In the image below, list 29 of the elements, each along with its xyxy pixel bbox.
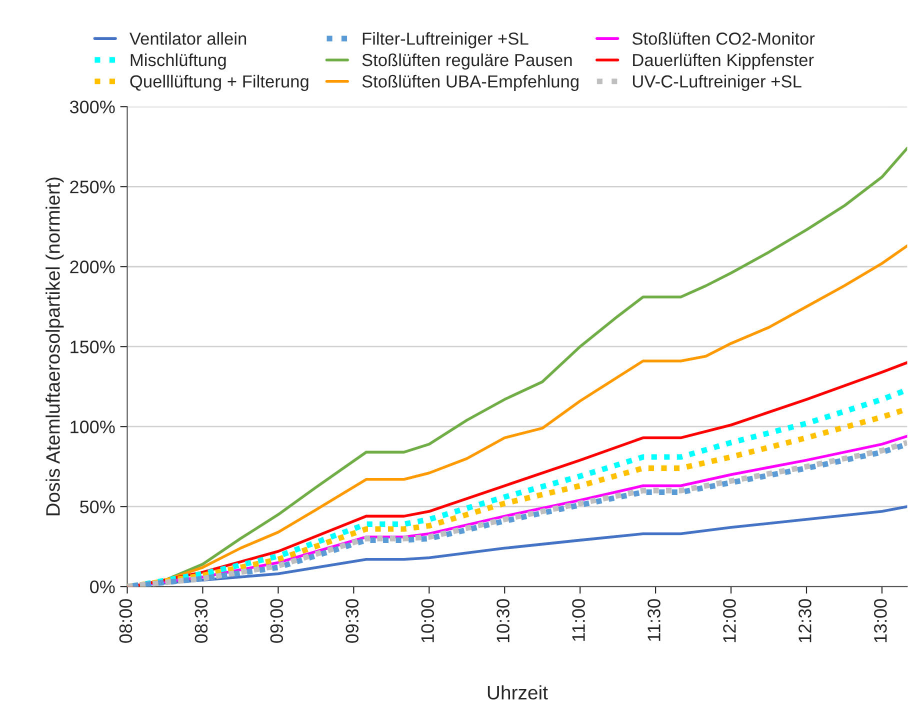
y-tick-label: 250% bbox=[70, 180, 115, 194]
legend-label: UV-C-Luftreiniger +SL bbox=[632, 74, 802, 92]
legend-label: Stoßlüften reguläre Pausen bbox=[362, 53, 572, 70]
legend-label: Mischlüftung bbox=[130, 53, 226, 70]
x-tick-label: 11:30 bbox=[648, 599, 660, 641]
x-tick-label: 10:30 bbox=[496, 599, 510, 642]
legend-label: Stoßlüften CO2-Monitor bbox=[632, 32, 815, 45]
x-tick-label: 09:00 bbox=[270, 599, 284, 643]
y-tick-label: 50% bbox=[80, 500, 115, 514]
x-tick-label: 12:00 bbox=[723, 599, 736, 642]
x-tick-label: 08:30 bbox=[194, 599, 208, 643]
x-tick-label: 13:00 bbox=[874, 599, 887, 642]
y-tick-label: 300% bbox=[70, 100, 115, 114]
x-tick-label: 11:00 bbox=[572, 599, 585, 641]
y-tick-label: 200% bbox=[70, 260, 115, 274]
legend-label: Stoßlüften UBA-Empfehlung bbox=[362, 74, 578, 92]
x-tick-label: 10:00 bbox=[421, 599, 434, 642]
x-tick-label: 09:30 bbox=[346, 599, 359, 643]
x-axis-title: Uhrzeit bbox=[488, 685, 548, 700]
legend-label: Quelllüftung + Filterung bbox=[130, 74, 308, 92]
y-tick-label: 0% bbox=[90, 580, 115, 594]
x-tick-label: 12:30 bbox=[798, 599, 812, 642]
legend-label: Dauerlüften Kippfenster bbox=[633, 53, 814, 70]
legend-label: Ventilator allein bbox=[129, 32, 246, 45]
y-axis-title: Dosis Atemluftaerosolpartikel (normiert) bbox=[46, 178, 64, 516]
x-tick-label: 08:00 bbox=[119, 599, 132, 643]
y-tick-label: 100% bbox=[70, 420, 115, 434]
legend-label: Filter-Luftreiniger +SL bbox=[362, 32, 528, 48]
y-tick-label: 150% bbox=[70, 340, 115, 354]
